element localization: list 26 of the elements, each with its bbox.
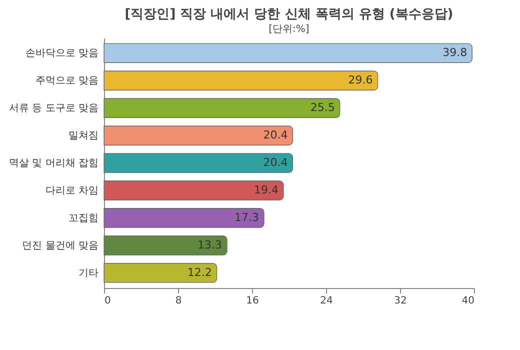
y-tick-label: 멱살 및 머리채 잡힘	[8, 158, 98, 169]
data-label: 20.4	[263, 156, 288, 169]
x-tick-label: 40	[462, 296, 474, 306]
data-label: 25.5	[310, 101, 335, 114]
y-tick-label: 던진 물건에 맞음	[22, 240, 98, 252]
y-tick-label: 꼬집힘	[68, 212, 98, 224]
x-tick-label: 16	[246, 296, 259, 306]
data-label: 12.2	[187, 266, 212, 279]
data-label: 20.4	[263, 128, 288, 142]
y-tick-label: 주먹으로 맞음	[35, 76, 98, 87]
y-tick-label: 손바닥으로 맞음	[25, 48, 98, 60]
y-tick-label: 기타	[78, 268, 98, 279]
data-label: 29.6	[348, 74, 373, 87]
y-tick-label: 밀쳐짐	[68, 130, 98, 142]
chart-title: [직장인] 직장 내에서 당한 신체 폭력의 유형 (복수응답)	[124, 7, 454, 22]
x-tick-label: 8	[175, 296, 182, 306]
y-tick-label: 다리로 차임	[45, 185, 98, 196]
y-tick-label: 서류 등 도구로 맞음	[8, 103, 98, 114]
x-tick-label: 0	[104, 296, 111, 306]
x-tick-label: 32	[394, 296, 407, 306]
data-label: 39.8	[442, 46, 468, 60]
data-label: 17.3	[234, 210, 260, 224]
chart-subtitle: [단위:%]	[268, 24, 310, 35]
data-label: 13.3	[198, 238, 222, 252]
x-tick-label: 24	[320, 296, 333, 306]
data-label: 19.4	[254, 183, 278, 196]
